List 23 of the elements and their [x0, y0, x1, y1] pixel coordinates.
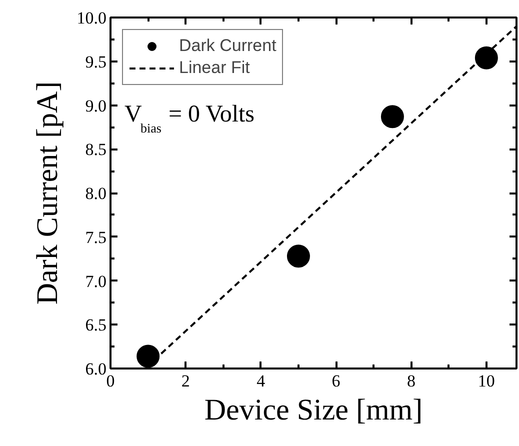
y-tick-label: 7.0: [85, 272, 106, 291]
y-tick-label: 8.0: [85, 184, 106, 203]
y-tick-label: 6.0: [85, 360, 106, 378]
point: [136, 344, 160, 368]
x-tick-label: 6: [332, 372, 340, 390]
x-tick-label: 8: [406, 372, 416, 390]
x-axis-title: Device Size [mm]: [204, 394, 423, 426]
y-tick-label: 10.0: [76, 8, 106, 28]
legend-label: Linear Fit: [179, 58, 250, 78]
x-tick-label: 10: [478, 372, 495, 390]
y-axis-title: Dark Current [pA]: [30, 81, 64, 305]
legend-label: Dark Current: [179, 36, 276, 56]
x-tick-label: 0: [106, 372, 115, 390]
y-tick-label: 9.0: [85, 96, 106, 116]
y-tick-label: 6.5: [85, 316, 106, 335]
point: [474, 46, 498, 70]
point: [286, 244, 310, 268]
y-tick-label: 8.5: [85, 140, 106, 160]
x-tick-label: 2: [181, 372, 190, 390]
y-tick-label: 9.5: [85, 52, 106, 72]
x-tick-label: 4: [256, 372, 266, 390]
point: [380, 105, 404, 128]
y-tick-label: 7.5: [85, 228, 106, 247]
